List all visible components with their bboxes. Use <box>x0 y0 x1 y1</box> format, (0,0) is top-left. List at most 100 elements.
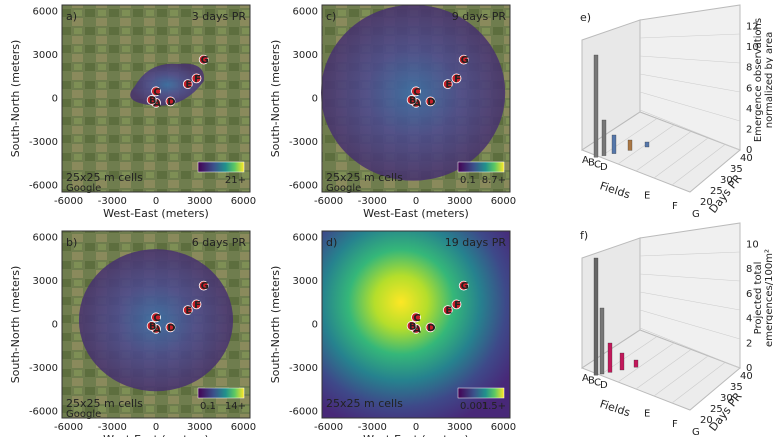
field-label: C <box>413 87 420 98</box>
figure: ABCDEFGa)3 days PR25x25 m cellsGoogle21+… <box>0 0 773 437</box>
y-tick-label: 6000 <box>33 7 58 18</box>
days-tick-label: 40 <box>740 153 753 164</box>
map-credit: Google <box>326 183 361 194</box>
x-tick-label: 6000 <box>491 196 516 207</box>
z-tick-label: 2 <box>746 124 752 135</box>
y-tick-label: 0 <box>52 94 58 105</box>
z-tick-label: 6 <box>746 289 752 300</box>
y-tick-label: -3000 <box>29 363 58 374</box>
field-label: F <box>454 74 461 85</box>
panel-title: 19 days PR <box>445 236 507 249</box>
bar3d <box>600 308 604 374</box>
field-tick-label: E <box>644 191 650 202</box>
field-tick-label: F <box>672 419 678 430</box>
cells-label: 25x25 m cells <box>326 397 403 410</box>
y-axis-label: South-North (meters) <box>9 40 22 158</box>
field-label: G <box>461 55 469 66</box>
field-label: C <box>413 313 420 324</box>
bar3d <box>608 343 612 372</box>
panel-label: a) <box>66 10 77 23</box>
colorbar <box>198 388 244 398</box>
z-axis-label: normalized by area <box>764 32 773 129</box>
x-tick-label: 0 <box>153 196 159 207</box>
y-axis-label: South-North (meters) <box>269 266 282 384</box>
x-tick-label: 3000 <box>447 422 472 433</box>
field-label: E <box>185 80 192 91</box>
x-tick-label: -6000 <box>314 196 343 207</box>
z-axis-label: Emergence observations <box>753 18 764 142</box>
panel-label: d) <box>326 236 337 249</box>
colorbar-label: 0.1 <box>200 401 216 412</box>
days-tick-label: 35 <box>730 382 743 393</box>
field-label: C <box>153 313 160 324</box>
panel-label: b) <box>66 236 77 249</box>
y-tick-label: 3000 <box>293 276 318 287</box>
z-tick-label: 2 <box>746 338 752 349</box>
field-label: E <box>445 306 452 317</box>
x-tick-label: 0 <box>413 422 419 433</box>
colorbar-label: 14+ <box>225 401 246 412</box>
x-tick-label: -3000 <box>358 196 387 207</box>
x-tick-label: 3000 <box>187 196 212 207</box>
colorbar <box>458 388 504 398</box>
days-tick-label: 40 <box>740 371 753 382</box>
z-tick-label: 10 <box>746 240 759 251</box>
panel-title: 9 days PR <box>452 10 507 23</box>
field-label: D <box>427 323 435 334</box>
y-tick-label: -3000 <box>29 137 58 148</box>
y-tick-label: 6000 <box>293 233 318 244</box>
colorbar-label: 0.1 <box>460 175 476 186</box>
x-axis-label: Fields <box>598 179 632 201</box>
y-tick-label: -3000 <box>289 137 318 148</box>
y-tick-label: 6000 <box>33 233 58 244</box>
z-tick-label: 4 <box>746 314 752 325</box>
y-axis-label: South-North (meters) <box>9 266 22 384</box>
z-tick-label: 8 <box>746 264 752 275</box>
y-tick-label: -6000 <box>289 180 318 191</box>
field-tick-label: G <box>692 209 700 220</box>
field-label: D <box>427 97 435 108</box>
field-label: E <box>185 306 192 317</box>
x-axis-label: Fields <box>598 397 632 419</box>
z-tick-label: 8 <box>746 63 752 74</box>
panel-label: c) <box>326 10 336 23</box>
x-axis-label: West-East (meters) <box>103 433 209 437</box>
x-tick-label: 0 <box>413 196 419 207</box>
z-axis-label: emergences/100m² <box>764 249 773 347</box>
field-tick-label: G <box>692 427 700 437</box>
colorbar <box>198 162 244 172</box>
bar3d <box>628 140 632 150</box>
field-label: G <box>461 281 469 292</box>
bar3d <box>594 258 598 375</box>
x-axis-label: West-East (meters) <box>103 207 209 220</box>
colorbar-label: 21+ <box>225 175 246 186</box>
bar3d <box>645 142 649 147</box>
field-tick-label: E <box>644 409 650 420</box>
panel-label: f) <box>580 229 588 242</box>
y-tick-label: -6000 <box>289 406 318 417</box>
bar3d <box>612 135 616 154</box>
y-tick-label: 3000 <box>293 50 318 61</box>
z-tick-label: 6 <box>746 83 752 94</box>
z-tick-label: 4 <box>746 104 752 115</box>
colorbar-label: 8.7+ <box>482 175 506 186</box>
field-label: C <box>153 87 160 98</box>
y-tick-label: -6000 <box>29 406 58 417</box>
x-tick-label: 3000 <box>187 422 212 433</box>
field-label: F <box>454 300 461 311</box>
field-label: G <box>201 281 209 292</box>
bar3d <box>602 120 606 156</box>
field-label: F <box>194 74 201 85</box>
bar3d <box>620 353 624 370</box>
y-tick-label: -3000 <box>289 363 318 374</box>
field-label: D <box>167 97 175 108</box>
x-tick-label: 6000 <box>231 196 256 207</box>
x-tick-label: -3000 <box>98 422 127 433</box>
panel-title: 3 days PR <box>192 10 247 23</box>
field-label: E <box>445 80 452 91</box>
bar3d <box>594 55 598 157</box>
y-tick-label: -6000 <box>29 180 58 191</box>
y-tick-label: 0 <box>312 94 318 105</box>
